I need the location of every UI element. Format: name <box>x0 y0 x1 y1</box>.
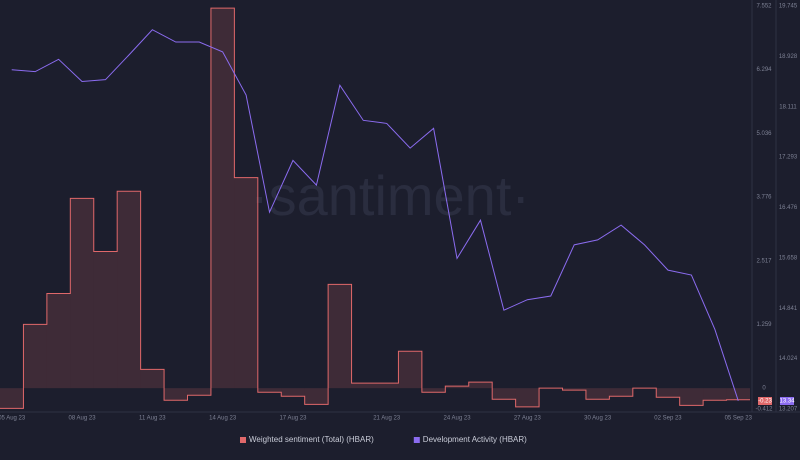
sentiment-step <box>492 388 516 400</box>
legend-label: Development Activity (HBAR) <box>423 435 527 444</box>
legend-swatch <box>413 437 420 443</box>
watermark: ·santiment· <box>250 164 530 227</box>
sentiment-step <box>562 388 586 391</box>
legend-label: Weighted sentiment (Total) (HBAR) <box>249 435 374 444</box>
sentiment-step <box>140 369 165 389</box>
sentiment-step <box>0 388 24 409</box>
legend-swatch <box>240 437 246 443</box>
x-tick-label: 17 Aug 23 <box>279 416 307 422</box>
y-tick-label: 5.036 <box>756 131 772 137</box>
y2-tick-label: 16.476 <box>779 205 798 211</box>
current-value-badge <box>780 397 794 405</box>
y-tick-label: 7.552 <box>756 4 772 10</box>
y2-tick-label: 18.111 <box>779 104 797 110</box>
y2-tick-label: 18.928 <box>779 54 798 60</box>
y2-tick-label: 19.745 <box>779 4 798 10</box>
sentiment-step <box>515 388 540 407</box>
sentiment-step <box>257 388 282 393</box>
x-tick-label: 08 Aug 23 <box>69 416 97 422</box>
y-tick-label: 1.259 <box>756 322 772 328</box>
sentiment-step <box>281 388 305 397</box>
y-tick-label: 3.776 <box>756 195 772 201</box>
y-tick-label: 0 <box>762 386 766 392</box>
sentiment-step <box>585 388 610 400</box>
x-tick-label: 24 Aug 23 <box>444 416 472 422</box>
x-tick-label: 11 Aug 23 <box>139 416 166 422</box>
y2-tick-label: 15.658 <box>779 255 798 261</box>
sentiment-step <box>468 382 493 389</box>
sentiment-step <box>210 8 235 389</box>
sentiment-step <box>421 388 446 393</box>
x-tick-label: 30 Aug 23 <box>584 416 612 422</box>
y-tick-label: 2.517 <box>756 258 772 264</box>
sentiment-step <box>609 388 633 397</box>
sentiment-step <box>164 388 188 401</box>
sentiment-step <box>117 191 141 389</box>
sentiment-step <box>703 388 727 401</box>
y2-tick-label: 14.024 <box>779 356 798 362</box>
sentiment-step <box>328 284 352 389</box>
x-tick-label: 27 Aug 23 <box>514 416 542 422</box>
sentiment-step <box>93 251 118 389</box>
sentiment-step <box>398 351 422 389</box>
x-tick-label: 14 Aug 23 <box>209 416 237 422</box>
x-tick-label: 21 Aug 23 <box>373 416 401 422</box>
sentiment-step <box>726 388 750 400</box>
x-tick-label: 02 Sep 23 <box>654 416 682 422</box>
sentiment-step <box>679 388 704 406</box>
y2-tick-label: 17.293 <box>779 155 798 161</box>
y-tick-label: 6.294 <box>756 67 772 73</box>
x-tick-label: 05 Sep 23 <box>725 416 753 422</box>
dev-activity-line <box>11 29 739 401</box>
sentiment-step <box>304 388 329 405</box>
sentiment-step <box>375 383 399 389</box>
sentiment-step <box>351 383 375 389</box>
y2-tick-label: 14.841 <box>779 306 798 312</box>
sentiment-step <box>187 388 211 396</box>
sentiment-step <box>46 293 71 389</box>
sentiment-line <box>0 7 750 409</box>
x-tick-label: 05 Aug 23 <box>0 416 26 422</box>
sentiment-step <box>656 388 680 398</box>
sentiment-step <box>234 177 258 389</box>
current-value-label: 13.34 <box>779 399 795 405</box>
current-value-badge <box>758 397 772 405</box>
sentiment-step <box>445 386 469 389</box>
y2-tick-label: 13.207 <box>779 407 798 413</box>
current-value-label: -0.23 <box>758 399 772 405</box>
sentiment-step <box>70 198 94 389</box>
sentiment-step <box>23 324 47 389</box>
y-tick-label: -0.412 <box>755 407 773 413</box>
